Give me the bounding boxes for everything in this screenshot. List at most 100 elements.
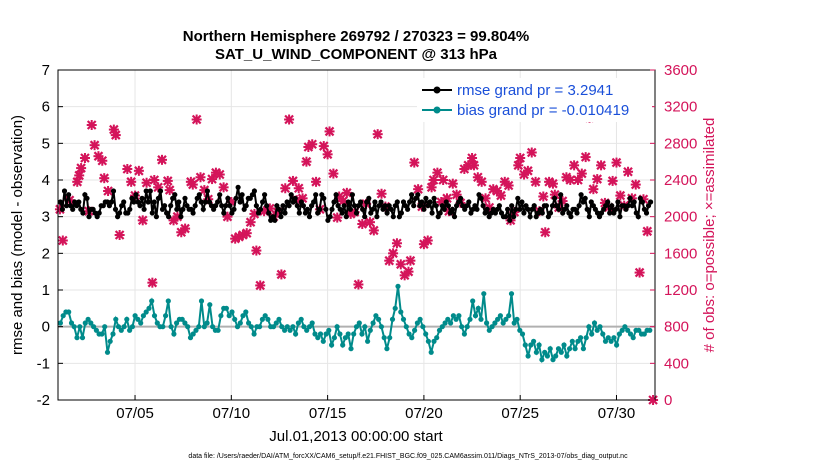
bias-point-27: [132, 313, 138, 319]
obs-point-67: [311, 176, 322, 187]
bias-point-55: [210, 324, 216, 330]
obs-point-60: [287, 175, 298, 186]
obs-point-4: [74, 170, 85, 181]
bias-point-141: [448, 320, 454, 326]
obs-point-114: [476, 176, 487, 187]
bias-point-181: [558, 349, 564, 355]
rmse-point-281: [631, 199, 637, 205]
bias-point-19: [110, 331, 116, 337]
obs-point-79: [353, 279, 364, 290]
rmse-point-81: [223, 203, 229, 209]
bias-point-172: [533, 349, 540, 355]
bias-point-111: [365, 338, 371, 344]
rmse-point-142: [347, 206, 353, 212]
rmse-point-149: [362, 214, 368, 220]
rmse-point-40: [139, 195, 145, 201]
rmse-point-138: [339, 210, 345, 216]
obs-point-69: [318, 141, 329, 152]
bias-point-203: [619, 327, 625, 333]
y-axis-right-label: # of obs: o=possible; ×=assimilated: [701, 118, 718, 353]
bias-point-40: [168, 324, 174, 330]
rmse-point-172: [409, 192, 415, 198]
bias-point-63: [232, 316, 238, 322]
obs-point-84: [372, 129, 383, 140]
bias-point-73: [259, 316, 265, 322]
bias-point-121: [392, 305, 398, 311]
rmse-point-95: [251, 188, 257, 194]
bias-point-20: [113, 316, 119, 322]
rmse-point-206: [478, 195, 484, 201]
y-left-tick-label-3: 1: [42, 282, 50, 299]
bias-point-30: [140, 313, 146, 319]
rmse-point-200: [466, 199, 472, 205]
rmse-point-167: [398, 210, 404, 216]
rmse-point-53: [166, 214, 172, 220]
rmse-point-57: [174, 206, 180, 212]
rmse-point-223: [513, 206, 519, 212]
rmse-point-141: [345, 199, 351, 205]
bias-point-106: [351, 331, 357, 337]
rmse-point-179: [423, 195, 429, 201]
obs-point-35: [191, 114, 202, 125]
bias-point-147: [464, 324, 470, 330]
rmse-point-37: [133, 192, 139, 198]
rmse-point-196: [458, 195, 464, 201]
rmse-point-229: [525, 206, 531, 212]
y-right-tick-label-7: 2800: [664, 135, 697, 152]
obs-point-151: [611, 157, 622, 168]
obs-point-34: [187, 179, 198, 190]
rmse-point-273: [615, 199, 621, 205]
bias-point-133: [425, 338, 431, 344]
bias-point-123: [398, 309, 404, 315]
bias-point-87: [298, 316, 304, 322]
bias-point-61: [226, 313, 232, 319]
obs-point-128: [526, 147, 537, 158]
legend: rmse grand pr = 3.2941 bias grand pr = -…: [417, 78, 652, 122]
bias-point-196: [600, 331, 606, 337]
bias-point-142: [450, 313, 456, 319]
rmse-point-269: [607, 210, 613, 216]
rmse-point-182: [429, 210, 435, 216]
bias-point-54: [207, 302, 213, 308]
obs-point-72: [328, 168, 339, 179]
rmse-point-70: [200, 206, 206, 212]
bias-point-16: [102, 324, 108, 330]
bias-point-126: [406, 331, 412, 337]
bias-point-187: [575, 338, 581, 344]
rmse-point-183: [431, 195, 437, 201]
bias-point-200: [611, 335, 617, 341]
bias-point-213: [647, 327, 653, 333]
bias-point-92: [312, 331, 318, 337]
rmse-point-190: [445, 203, 451, 209]
rmse-point-99: [260, 199, 266, 205]
rmse-point-157: [378, 199, 384, 205]
rmse-point-27: [112, 206, 119, 212]
obs-point-134: [547, 178, 558, 189]
rmse-point-220: [507, 217, 513, 223]
rmse-point-154: [372, 199, 378, 205]
bias-point-57: [215, 327, 221, 333]
bias-point-189: [580, 346, 587, 352]
rmse-point-101: [264, 203, 270, 209]
bias-point-11: [88, 320, 94, 326]
bias-point-118: [384, 346, 390, 352]
rmse-point-45: [149, 210, 155, 216]
bias-point-185: [569, 338, 575, 344]
obs-point-131: [538, 191, 549, 202]
bias-point-82: [284, 324, 290, 330]
obs-point-125: [515, 153, 526, 163]
rmse-point-59: [178, 214, 184, 220]
bias-point-128: [412, 327, 418, 333]
bias-point-68: [246, 320, 252, 326]
bias-point-80: [279, 324, 285, 330]
rmse-point-225: [517, 206, 523, 212]
bias-point-22: [118, 327, 124, 333]
bias-point-53: [204, 320, 210, 326]
rmse-point-29: [117, 210, 123, 216]
bias-point-176: [544, 353, 551, 359]
bias-point-23: [121, 324, 127, 330]
rmse-point-218: [503, 214, 509, 220]
rmse-point-49: [157, 188, 164, 194]
rmse-point-257: [582, 195, 588, 201]
bias-point-35: [154, 320, 160, 326]
